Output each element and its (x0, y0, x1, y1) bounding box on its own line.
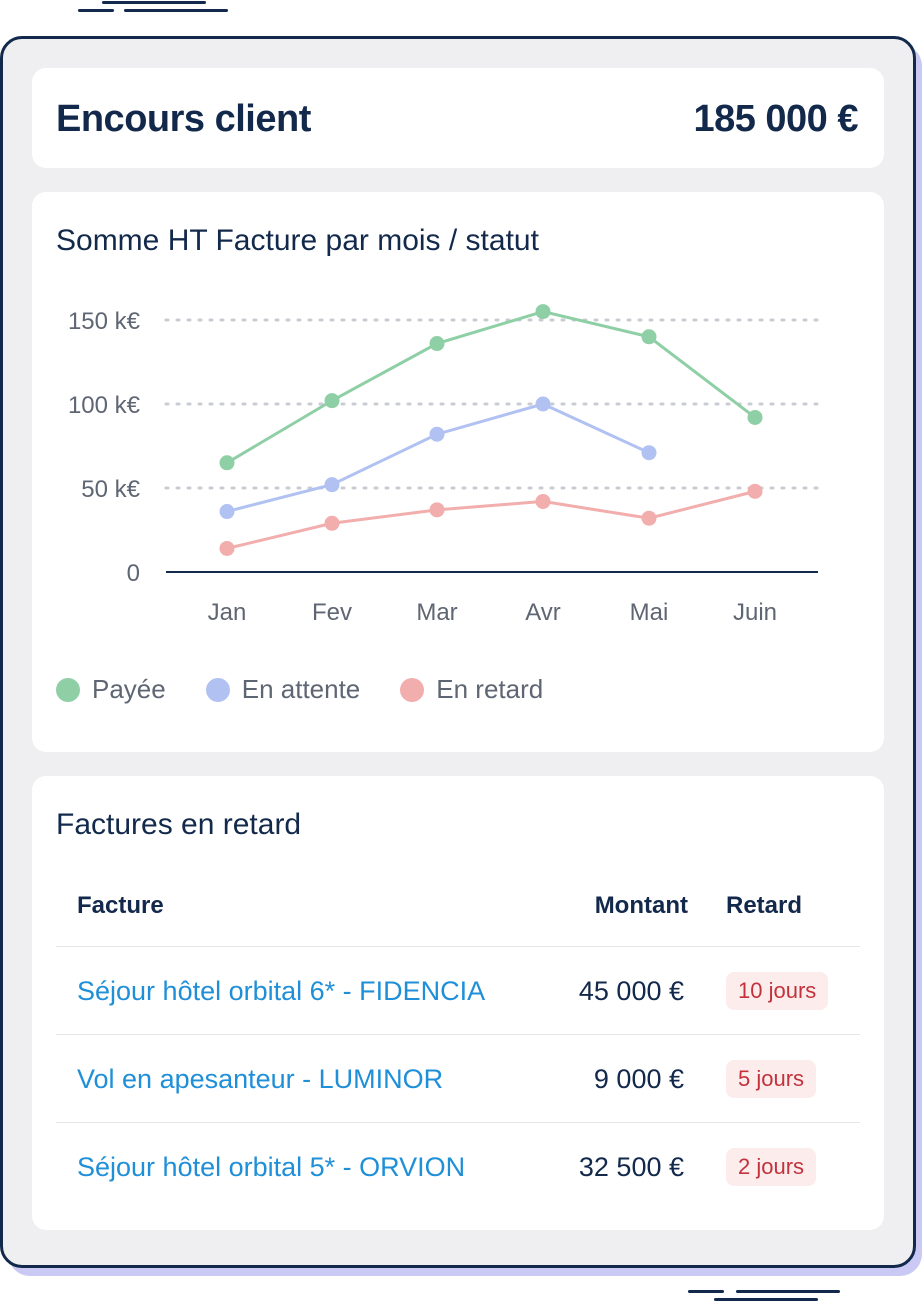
y-tick-label: 0 (127, 560, 140, 587)
table-row: Séjour hôtel orbital 6* - FIDENCIA 45 00… (56, 946, 860, 1035)
decorative-line (736, 1290, 840, 1293)
data-point (219, 504, 235, 520)
x-tick-label: Juin (733, 599, 777, 626)
outstanding-label: Encours client (56, 98, 311, 140)
y-tick-label: 150 k€ (68, 308, 141, 335)
column-header-invoice: Facture (77, 892, 164, 919)
decorative-line (714, 1298, 818, 1301)
legend-dot-icon (205, 677, 230, 702)
x-tick-label: Fev (312, 599, 352, 626)
x-tick-label: Jan (208, 599, 247, 626)
data-point (641, 510, 657, 526)
legend-dot-icon (56, 677, 80, 702)
x-tick-label: Mai (630, 599, 669, 626)
invoice-amount: 9 000 € (593, 1064, 684, 1094)
table-row: Séjour hôtel orbital 5* - ORVION 32 500 … (56, 1122, 860, 1211)
series-line (226, 310, 756, 465)
data-point (324, 515, 340, 531)
delay-badge: 5 jours (726, 1060, 817, 1098)
invoice-amount: 32 500 € (578, 1152, 684, 1182)
line-chart: 0 50 k€ 100 k€ 150 k€ Jan Fev Mar Avr Mai Juin (68, 304, 820, 626)
x-tick-label: Avr (525, 599, 561, 626)
invoice-amount: 45 000 € (578, 976, 684, 1006)
column-header-amount: Montant (594, 892, 688, 919)
data-point (535, 304, 551, 320)
decorative-line (78, 9, 114, 12)
legend-label: En attente (241, 674, 361, 704)
data-point (429, 426, 445, 442)
data-point (219, 540, 235, 556)
data-point (324, 393, 340, 409)
decorative-line (124, 9, 228, 12)
legend-dot-icon (400, 677, 425, 702)
table-title: Factures en retard (56, 808, 302, 841)
decorative-line (102, 1, 206, 4)
legend-item: En attente (205, 674, 361, 705)
outstanding-value: 185 000 € (693, 98, 858, 140)
data-point (429, 336, 445, 352)
legend-label: En retard (436, 674, 544, 704)
data-point (747, 483, 763, 499)
dashboard-frame: Encours client 185 000 € Somme HT Factur… (0, 36, 916, 1268)
invoice-link[interactable]: Vol en apesanteur - LUMINOR (77, 1064, 444, 1094)
series-line (226, 489, 756, 550)
legend-item: En retard (400, 674, 543, 705)
chart-title: Somme HT Facture par mois / statut (56, 224, 539, 257)
data-point (324, 477, 340, 493)
y-tick-label: 50 k€ (81, 476, 140, 503)
invoice-chart-card: Somme HT Facture par mois / statut 0 50 k… (32, 192, 884, 752)
decorative-line (688, 1290, 724, 1293)
data-point (219, 455, 235, 471)
legend-label: Payée (92, 674, 166, 704)
table-row: Vol en apesanteur - LUMINOR 9 000 € 5 jo… (56, 1034, 860, 1123)
y-tick-label: 100 k€ (68, 392, 141, 419)
chart-legend: Payée En attente En retard (56, 674, 583, 705)
x-tick-label: Mar (416, 599, 457, 626)
invoice-link[interactable]: Séjour hôtel orbital 5* - ORVION (77, 1152, 466, 1182)
data-point (535, 396, 551, 412)
data-point (429, 502, 445, 518)
series-line (226, 402, 650, 513)
data-point (641, 329, 657, 345)
delay-badge: 10 jours (726, 972, 829, 1010)
outstanding-summary-card: Encours client 185 000 € (32, 68, 884, 168)
invoice-link[interactable]: Séjour hôtel orbital 6* - FIDENCIA (77, 976, 486, 1006)
delay-badge: 2 jours (726, 1148, 817, 1186)
data-point (535, 493, 551, 509)
legend-item: Payée (56, 674, 166, 705)
data-point (747, 409, 763, 425)
data-point (641, 445, 657, 461)
late-invoices-card: Factures en retard Facture Montant Retar… (32, 776, 884, 1230)
column-header-delay: Retard (726, 892, 803, 919)
